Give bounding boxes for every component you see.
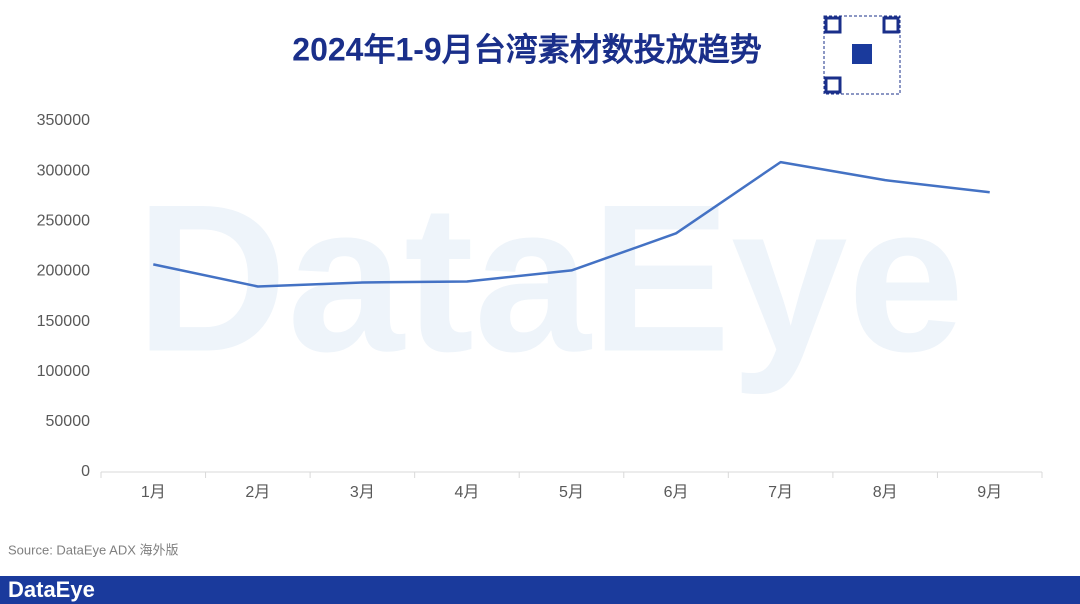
x-tick-label: 5月 [559, 484, 584, 501]
y-tick-label: 200000 [37, 263, 90, 280]
y-tick-label: 350000 [37, 112, 90, 129]
y-tick-label: 0 [81, 463, 90, 480]
x-tick-label: 3月 [350, 484, 375, 501]
chart-title: 2024年1-9月台湾素材数投放趋势 [292, 31, 761, 67]
y-tick-label: 50000 [46, 413, 91, 430]
footer-bar [0, 576, 1080, 604]
data-line [153, 160, 990, 288]
x-tick-label: 9月 [977, 484, 1002, 501]
x-tick-label: 1月 [141, 484, 166, 501]
footer-brand: DataEye [8, 577, 95, 602]
x-tick-label: 7月 [768, 484, 793, 501]
y-tick-label: 300000 [37, 162, 90, 179]
y-tick-label: 150000 [37, 313, 90, 330]
x-tick-label: 8月 [873, 484, 898, 501]
y-tick-label: 100000 [37, 363, 90, 380]
source-note: Source: DataEye ADX 海外版 [8, 542, 179, 557]
y-tick-label: 250000 [37, 213, 90, 230]
watermark: DataEye [136, 160, 965, 395]
x-tick-label: 2月 [245, 484, 270, 501]
x-tick-label: 4月 [454, 484, 479, 501]
qr-code [823, 15, 901, 95]
x-tick-label: 6月 [664, 484, 689, 501]
